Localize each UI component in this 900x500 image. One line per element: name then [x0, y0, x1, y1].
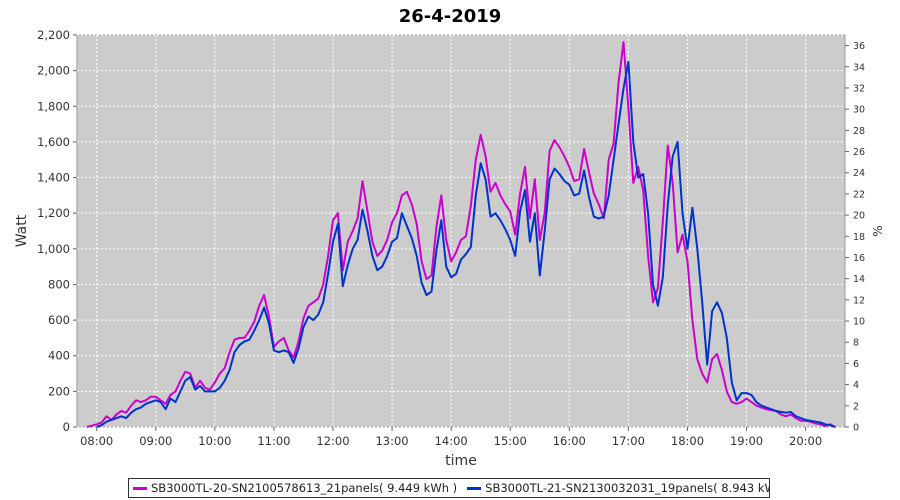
series-line-2	[96, 60, 836, 428]
x-tick-label: 13:00	[375, 434, 408, 448]
y-right-tick-label: 32	[853, 83, 865, 94]
legend-label-series-1: SB3000TL-20-SN2100578613_21panels( 9.449…	[151, 481, 458, 495]
y-right-tick-label: 2	[853, 401, 859, 412]
x-axis-label: time	[445, 453, 477, 469]
y-right-tick-label: 8	[853, 338, 859, 349]
y-tick-label: 0	[63, 420, 70, 434]
y-right-tick-label: 4	[853, 380, 859, 391]
legend-item-series-1: SB3000TL-20-SN2100578613_21panels( 9.449…	[133, 481, 457, 495]
y-right-tick-label: 16	[853, 253, 865, 264]
y-tick-label: 1,200	[37, 206, 70, 220]
y-axis-left: 0 200 400 600 800 1,000 1,200 1,400 1,600 1,800 2,…	[37, 28, 77, 434]
y-tick-label: 1,600	[37, 135, 70, 149]
x-tick-label: 08:00	[80, 434, 113, 448]
x-tick-label: 16:00	[553, 434, 586, 448]
legend-swatch-series-1	[133, 486, 147, 490]
x-tick-label: 12:00	[316, 434, 349, 448]
chart-title: 26-4-2019	[399, 6, 502, 27]
y-right-tick-label: 0	[853, 423, 859, 434]
x-tick-label: 17:00	[612, 434, 645, 448]
y-right-tick-label: 12	[853, 295, 865, 306]
x-tick-label: 18:00	[671, 434, 704, 448]
x-axis: 08:00 09:00 10:00 11:00 12:00 13:00 14:00 15:00…	[80, 427, 822, 448]
y-right-tick-label: 6	[853, 359, 859, 370]
y-right-tick-label: 24	[853, 168, 865, 179]
x-tick-label: 14:00	[435, 434, 468, 448]
series-layer	[86, 41, 836, 428]
y-right-tick-label: 28	[853, 126, 865, 137]
x-tick-label: 15:00	[494, 434, 527, 448]
legend-item-series-2: SB3000TL-21-SN2130032031_19panels( 8.943…	[467, 481, 770, 495]
legend-swatch-series-2	[467, 486, 482, 490]
x-tick-label: 10:00	[198, 434, 231, 448]
y-tick-label: 1,800	[37, 99, 70, 113]
legend: SB3000TL-20-SN2100578613_21panels( 9.449…	[128, 478, 770, 498]
y-right-tick-label: 14	[853, 274, 865, 285]
y-right-tick-label: 20	[853, 211, 865, 222]
y-tick-label: 1,400	[37, 171, 70, 185]
x-tick-label: 11:00	[257, 434, 290, 448]
legend-label-series-2: SB3000TL-21-SN2130032031_19panels( 8.943…	[485, 481, 770, 495]
y-axis-label: Watt	[14, 214, 30, 247]
plot-area	[76, 34, 846, 428]
y-right-tick-label: 10	[853, 317, 865, 328]
y-tick-label: 1,000	[37, 242, 70, 256]
y-tick-label: 800	[48, 277, 70, 291]
y-right-tick-label: 30	[853, 105, 865, 116]
x-tick-label: 20:00	[789, 434, 822, 448]
y-tick-label: 2,200	[37, 28, 70, 42]
grid-lines	[77, 34, 845, 428]
y-tick-label: 400	[48, 349, 70, 363]
power-chart: 26-4-2019 02004006008001,0001,2001,4001,…	[14, 6, 885, 469]
y-right-tick-label: 34	[853, 62, 865, 73]
y-right-tick-label: 26	[853, 147, 865, 158]
y-tick-label: 200	[48, 384, 70, 398]
y-right-tick-label: 18	[853, 232, 865, 243]
y-axis-right-label: %	[871, 225, 885, 236]
y-tick-label: 600	[48, 313, 70, 327]
y-tick-label: 2,000	[37, 64, 70, 78]
series-line-1	[86, 41, 836, 428]
y-right-tick-label: 36	[853, 41, 865, 52]
x-tick-label: 19:00	[730, 434, 763, 448]
x-tick-label: 09:00	[139, 434, 172, 448]
y-right-tick-label: 22	[853, 189, 865, 200]
